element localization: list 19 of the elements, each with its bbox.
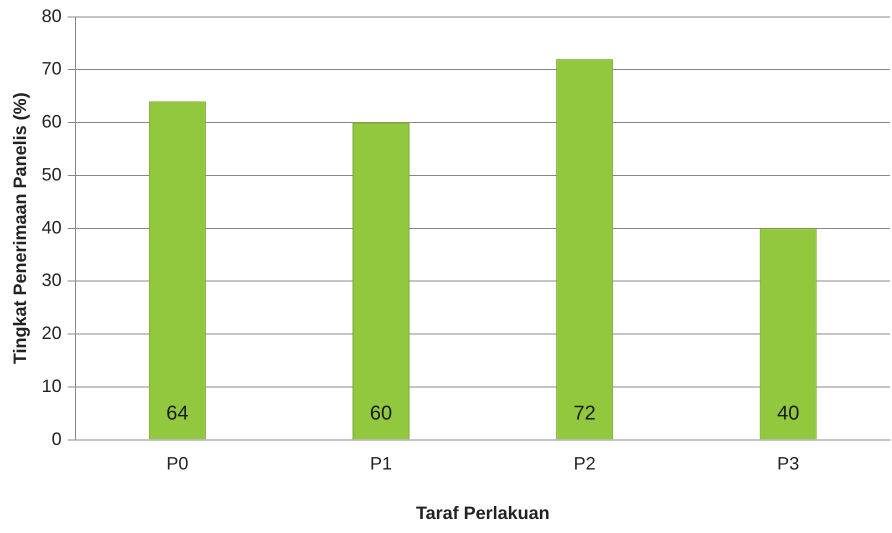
y-tick-label: 30 <box>42 270 62 290</box>
y-tick-label: 10 <box>42 376 62 396</box>
y-axis-title: Tingkat Penerimaan Panelis (%) <box>10 92 30 364</box>
data-label: 64 <box>166 402 189 424</box>
x-axis-title: Taraf Perlakuan <box>416 503 550 524</box>
y-tick-label: 20 <box>42 323 62 344</box>
y-tick-label: 0 <box>52 428 62 449</box>
y-tick-label: 70 <box>42 58 62 79</box>
y-tick-label: 40 <box>42 217 62 238</box>
y-tick-label: 60 <box>42 112 62 132</box>
data-label: 40 <box>777 402 800 424</box>
x-tick-label: P1 <box>370 454 392 474</box>
x-tick-label: P3 <box>777 454 800 474</box>
x-tick-label: P2 <box>574 454 596 474</box>
data-label: 72 <box>573 402 596 424</box>
y-tick-label: 80 <box>42 6 62 26</box>
x-tick-label: P0 <box>166 454 188 474</box>
y-tick-label: 50 <box>42 164 62 184</box>
data-label: 60 <box>370 402 392 424</box>
